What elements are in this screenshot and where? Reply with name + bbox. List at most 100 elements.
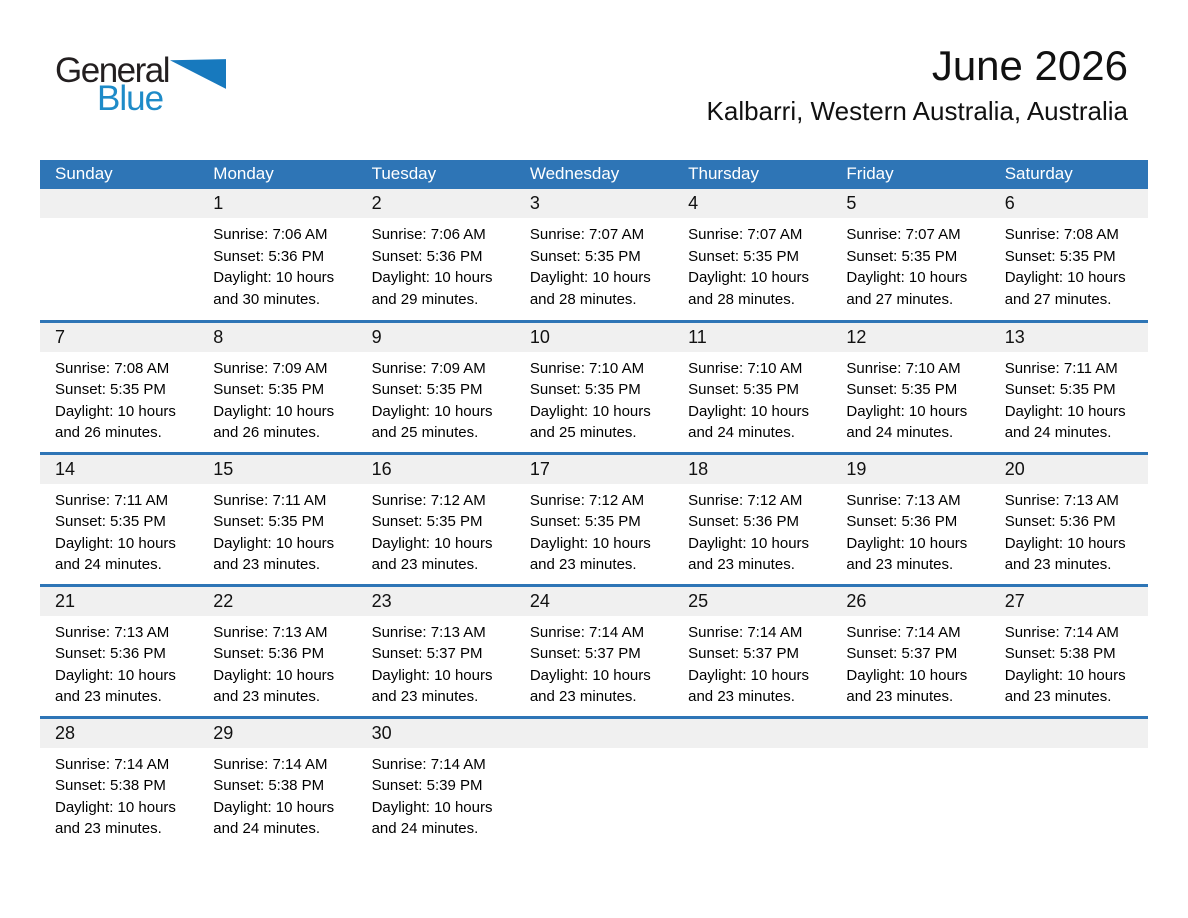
day-number: 9 xyxy=(356,322,515,352)
day-cell: 18 Sunrise: 7:12 AM Sunset: 5:36 PM Dayligh… xyxy=(673,451,832,585)
daylight-text: Daylight: 10 hours and 24 minutes. xyxy=(55,534,176,574)
masthead: General Blue June 2026 Kalbarri, Western… xyxy=(40,0,1148,160)
sunrise-text: Sunrise: 7:13 AM xyxy=(846,491,961,509)
daylight-text: Daylight: 10 hours and 27 minutes. xyxy=(846,269,968,308)
day-cell: 9 Sunrise: 7:09 AM Sunset: 5:35 PM Daylight… xyxy=(356,319,515,453)
sunrise-text: Sunrise: 7:14 AM xyxy=(846,623,961,641)
weekday-saturday: Saturday xyxy=(989,160,1148,189)
day-info: Sunrise: 7:14 AM Sunset: 5:37 PM Daylight:… xyxy=(831,616,989,708)
calendar-table: Sunday Monday Tuesday Wednesday Thursday… xyxy=(40,160,1148,849)
sunrise-text: Sunrise: 7:14 AM xyxy=(529,623,645,641)
day-cell: 27 Sunrise: 7:14 AM Sunset: 5:38 PM Dayligh… xyxy=(989,583,1148,717)
sunset-text: Sunset: 5:35 PM xyxy=(1004,247,1116,265)
daylight-text: Daylight: 10 hours and 23 minutes. xyxy=(688,534,810,574)
daylight-text: Daylight: 10 hours and 23 minutes. xyxy=(1004,534,1126,574)
week-row: 21 Sunrise: 7:13 AM Sunset: 5:36 PM Dayligh… xyxy=(40,583,1148,717)
weekday-sunday: Sunday xyxy=(40,160,199,189)
day-cell: 1 Sunrise: 7:06 AM Sunset: 5:36 PM Daylight… xyxy=(198,189,357,321)
day-number: 29 xyxy=(198,718,357,748)
day-info: Sunrise: 7:13 AM Sunset: 5:36 PM Daylight:… xyxy=(40,616,198,708)
sunrise-text: Sunrise: 7:09 AM xyxy=(371,359,486,377)
day-info: Sunrise: 7:08 AM Sunset: 5:35 PM Daylight:… xyxy=(990,218,1148,310)
day-cell: 5 Sunrise: 7:07 AM Sunset: 5:35 PM Daylight… xyxy=(831,189,990,321)
sunrise-text: Sunrise: 7:14 AM xyxy=(1004,623,1119,641)
day-number: 4 xyxy=(673,189,832,218)
sunrise-text: Sunrise: 7:08 AM xyxy=(1004,226,1119,243)
sunrise-text: Sunrise: 7:11 AM xyxy=(213,491,327,509)
day-number xyxy=(989,718,1148,748)
sunrise-text: Sunrise: 7:13 AM xyxy=(55,623,170,641)
sunrise-text: Sunrise: 7:14 AM xyxy=(371,755,486,773)
sunrise-text: Sunrise: 7:08 AM xyxy=(55,359,170,377)
sunset-text: Sunset: 5:35 PM xyxy=(529,381,641,398)
day-number: 1 xyxy=(198,189,357,218)
sunrise-text: Sunrise: 7:11 AM xyxy=(1004,359,1118,377)
sunset-text: Sunset: 5:35 PM xyxy=(55,513,166,530)
day-info: Sunrise: 7:10 AM Sunset: 5:35 PM Daylight:… xyxy=(673,352,831,444)
day-cell: 29 Sunrise: 7:14 AM Sunset: 5:38 PM Dayligh… xyxy=(198,715,357,849)
sunset-text: Sunset: 5:38 PM xyxy=(1004,645,1116,662)
sunset-text: Sunset: 5:35 PM xyxy=(55,381,166,398)
sunrise-text: Sunrise: 7:07 AM xyxy=(529,226,645,243)
sunset-text: Sunset: 5:36 PM xyxy=(213,645,325,662)
daylight-text: Daylight: 10 hours and 26 minutes. xyxy=(55,402,176,442)
sunset-text: Sunset: 5:35 PM xyxy=(371,381,483,398)
week-row: 7 Sunrise: 7:08 AM Sunset: 5:35 PM Daylight… xyxy=(40,319,1148,453)
day-number: 16 xyxy=(356,454,515,484)
day-info: Sunrise: 7:12 AM Sunset: 5:35 PM Daylight:… xyxy=(357,484,515,576)
day-number xyxy=(514,718,674,748)
day-info: Sunrise: 7:07 AM Sunset: 5:35 PM Daylight:… xyxy=(515,218,673,310)
sunrise-text: Sunrise: 7:13 AM xyxy=(1004,491,1119,509)
sunset-text: Sunset: 5:36 PM xyxy=(688,513,800,530)
day-info: Sunrise: 7:09 AM Sunset: 5:35 PM Daylight:… xyxy=(357,352,515,444)
sunrise-text: Sunrise: 7:13 AM xyxy=(213,623,328,641)
day-number xyxy=(40,189,199,218)
sunset-text: Sunset: 5:35 PM xyxy=(529,513,641,530)
day-info xyxy=(990,748,1148,754)
empty-day-cell xyxy=(673,715,832,849)
sunset-text: Sunset: 5:35 PM xyxy=(846,247,958,265)
weekday-header-row: Sunday Monday Tuesday Wednesday Thursday… xyxy=(40,160,1148,189)
sunset-text: Sunset: 5:35 PM xyxy=(846,381,958,398)
daylight-text: Daylight: 10 hours and 26 minutes. xyxy=(213,402,335,442)
day-info: Sunrise: 7:13 AM Sunset: 5:37 PM Daylight:… xyxy=(357,616,515,708)
daylight-text: Daylight: 10 hours and 23 minutes. xyxy=(846,666,968,706)
day-cell: 12 Sunrise: 7:10 AM Sunset: 5:35 PM Dayligh… xyxy=(831,319,990,453)
daylight-text: Daylight: 10 hours and 24 minutes. xyxy=(846,402,968,442)
sunrise-text: Sunrise: 7:12 AM xyxy=(688,491,803,509)
sunset-text: Sunset: 5:35 PM xyxy=(371,513,483,530)
sunrise-text: Sunrise: 7:13 AM xyxy=(371,623,486,641)
day-cell: 16 Sunrise: 7:12 AM Sunset: 5:35 PM Dayligh… xyxy=(356,451,515,585)
sunset-text: Sunset: 5:36 PM xyxy=(846,513,958,530)
daylight-text: Daylight: 10 hours and 23 minutes. xyxy=(371,666,493,706)
day-number: 7 xyxy=(40,322,199,352)
sunset-text: Sunset: 5:37 PM xyxy=(529,645,641,662)
day-info: Sunrise: 7:11 AM Sunset: 5:35 PM Daylight:… xyxy=(990,352,1148,444)
sunset-text: Sunset: 5:36 PM xyxy=(55,645,166,662)
day-info: Sunrise: 7:13 AM Sunset: 5:36 PM Daylight:… xyxy=(831,484,989,576)
sunrise-text: Sunrise: 7:09 AM xyxy=(213,359,328,377)
empty-day-cell xyxy=(514,715,674,849)
day-number: 13 xyxy=(989,322,1148,352)
weekday-tuesday: Tuesday xyxy=(356,160,515,189)
day-number: 2 xyxy=(356,189,515,218)
day-info: Sunrise: 7:14 AM Sunset: 5:38 PM Daylight:… xyxy=(990,616,1148,708)
sunrise-text: Sunrise: 7:06 AM xyxy=(213,226,328,243)
sunrise-text: Sunrise: 7:10 AM xyxy=(846,359,961,377)
logo-triangle-icon xyxy=(170,59,227,94)
day-number: 26 xyxy=(831,586,990,616)
sunset-text: Sunset: 5:38 PM xyxy=(55,777,166,794)
sunset-text: Sunset: 5:37 PM xyxy=(846,645,958,662)
day-cell: 28 Sunrise: 7:14 AM Sunset: 5:38 PM Dayligh… xyxy=(40,715,199,849)
day-cell: 11 Sunrise: 7:10 AM Sunset: 5:35 PM Dayligh… xyxy=(673,319,832,453)
weekday-monday: Monday xyxy=(198,160,357,189)
sunset-text: Sunset: 5:36 PM xyxy=(371,247,483,265)
day-info xyxy=(515,748,673,754)
sunset-text: Sunset: 5:39 PM xyxy=(371,777,483,794)
daylight-text: Daylight: 10 hours and 23 minutes. xyxy=(529,534,651,574)
day-cell: 6 Sunrise: 7:08 AM Sunset: 5:35 PM Daylight… xyxy=(989,189,1148,321)
day-info: Sunrise: 7:10 AM Sunset: 5:35 PM Daylight:… xyxy=(515,352,673,444)
sunset-text: Sunset: 5:35 PM xyxy=(213,513,325,530)
sunset-text: Sunset: 5:35 PM xyxy=(688,247,800,265)
